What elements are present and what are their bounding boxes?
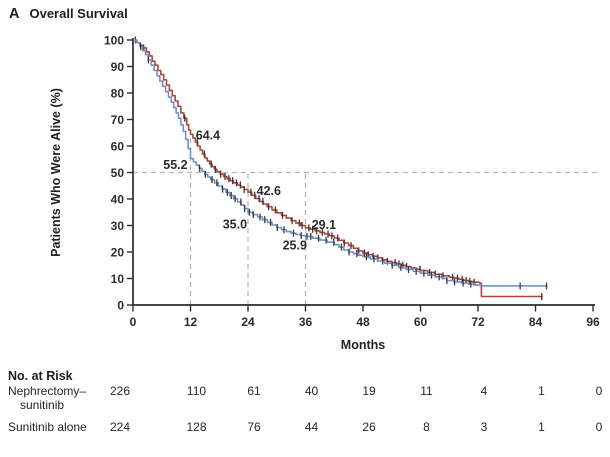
landmark-label-25.9: 25.9 xyxy=(283,238,307,252)
risk-count: 19 xyxy=(362,384,376,398)
x-tick-label: 84 xyxy=(529,315,543,329)
survival-curve-nephrectomy-sunitinib xyxy=(133,39,543,298)
y-tick-label: 10 xyxy=(111,272,125,286)
risk-count: 26 xyxy=(362,420,376,434)
landmark-label-35.0: 35.0 xyxy=(223,218,247,232)
risk-count: 4 xyxy=(480,384,488,398)
risk-count: 8 xyxy=(423,420,430,434)
risk-label-line2: sunitinib xyxy=(20,398,65,412)
y-tick-label: 40 xyxy=(111,193,125,207)
x-tick-label: 36 xyxy=(299,315,313,329)
y-tick-label: 0 xyxy=(117,299,124,313)
landmark-label-64.4: 64.4 xyxy=(196,128,220,142)
y-tick-label: 90 xyxy=(111,60,125,74)
x-tick-label: 24 xyxy=(241,315,255,329)
risk-count: 0 xyxy=(595,384,603,398)
y-tick-label: 20 xyxy=(111,246,125,260)
y-tick-label: 100 xyxy=(104,34,124,48)
risk-count: 61 xyxy=(247,384,261,398)
panel-title-text: Overall Survival xyxy=(29,6,128,21)
risk-row-label-sunitinib-alone: Sunitinib alone xyxy=(8,420,87,434)
risk-count: 226 xyxy=(109,384,131,398)
risk-count: 1 xyxy=(538,420,545,434)
risk-count: 224 xyxy=(109,420,131,434)
x-tick-label: 0 xyxy=(130,315,137,329)
risk-label-line1: Sunitinib alone xyxy=(8,420,87,434)
x-axis-title: Months xyxy=(341,338,385,352)
risk-count: 40 xyxy=(304,384,319,398)
y-tick-label: 60 xyxy=(111,140,125,154)
risk-count: 11 xyxy=(420,384,433,398)
panel-title: A Overall Survival xyxy=(9,6,128,22)
x-tick-label: 72 xyxy=(471,315,485,329)
y-tick-label: 30 xyxy=(111,219,125,233)
x-tick-label: 12 xyxy=(184,315,198,329)
risk-count: 76 xyxy=(247,420,261,434)
risk-count: 3 xyxy=(480,420,488,434)
risk-row-label-nephrectomy-sunitinib: Nephrectomy– sunitinib xyxy=(8,384,86,412)
risk-count: 110 xyxy=(186,384,207,398)
x-tick-label: 60 xyxy=(414,315,428,329)
landmark-label-42.6: 42.6 xyxy=(257,184,281,198)
risk-label-line1: Nephrectomy– xyxy=(8,384,87,398)
x-tick-label: 48 xyxy=(356,315,370,329)
kaplan-meier-chart: 0 10 20 30 40 50 60 70 80 90 100 0 12 24 36 48 60 72 84 96 P… xyxy=(49,34,601,352)
y-tick-label: 50 xyxy=(111,166,125,180)
risk-count: 1 xyxy=(538,384,545,398)
survival-curve-sunitinib-alone xyxy=(133,39,548,287)
y-tick-label: 70 xyxy=(111,113,125,127)
y-tick-label: 80 xyxy=(111,87,125,101)
risk-count: 0 xyxy=(595,420,603,434)
landmark-label-29.1: 29.1 xyxy=(312,218,336,232)
risk-count: 128 xyxy=(186,420,207,434)
risk-count: 44 xyxy=(304,420,319,434)
x-tick-label: 96 xyxy=(586,315,600,329)
landmark-label-55.2: 55.2 xyxy=(163,158,187,172)
risk-table-heading: No. at Risk xyxy=(8,369,73,383)
y-axis-title: Patients Who Were Alive (%) xyxy=(49,88,63,257)
panel-letter: A xyxy=(9,6,20,22)
